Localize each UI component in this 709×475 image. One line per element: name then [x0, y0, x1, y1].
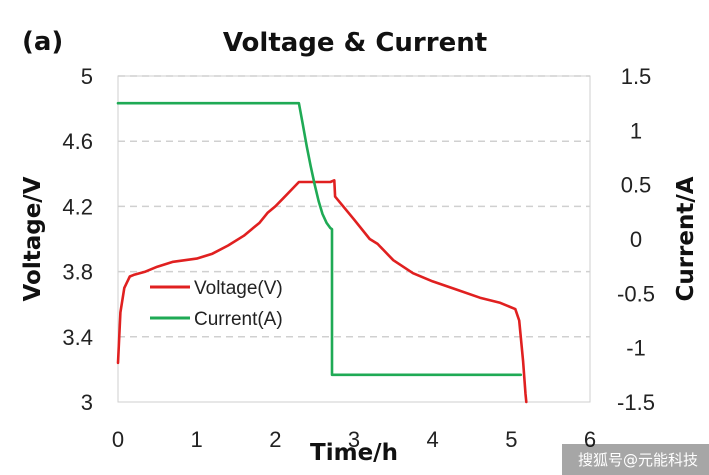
x-tick-label: 0	[112, 427, 124, 452]
x-tick-label: 2	[269, 427, 281, 452]
y-tick-label: 4.2	[62, 194, 93, 219]
y-tick-label: 3	[81, 390, 93, 415]
x-tick-label: 1	[191, 427, 203, 452]
x-tick-label: 5	[505, 427, 517, 452]
watermark-bg	[562, 444, 709, 475]
y2-tick-label: 1.5	[621, 64, 652, 89]
y2-tick-label: -0.5	[617, 281, 655, 306]
watermark-text: 搜狐号@元能科技	[578, 451, 698, 469]
x-axis-ticks: 0 1 2 3 4 5 6	[112, 427, 596, 452]
x-tick-label: 3	[348, 427, 360, 452]
x-axis-label: Time/h	[310, 440, 398, 466]
y-tick-label: 3.4	[62, 325, 93, 350]
series-line-current	[116, 101, 523, 377]
y2-axis-ticks: -1.5 -1 -0.5 0 0.5 1 1.5	[617, 64, 655, 415]
x-tick-label: 6	[584, 427, 596, 452]
y2-axis-label: Current/A	[673, 176, 699, 301]
y2-tick-label: -1	[626, 336, 646, 361]
legend-label-current: Current(A)	[194, 309, 283, 330]
y2-tick-label: 0.5	[621, 173, 652, 198]
plot-area	[117, 75, 591, 403]
legend-label-voltage: Voltage(V)	[194, 278, 283, 299]
y-tick-label: 4.6	[62, 129, 93, 154]
y-axis-label: Voltage/V	[20, 176, 46, 301]
x-tick-label: 4	[427, 427, 439, 452]
series-lines	[116, 101, 528, 404]
y2-tick-label: 0	[630, 227, 642, 252]
y-tick-label: 3.8	[62, 260, 93, 285]
y-axis-ticks: 3 3.4 3.8 4.2 4.6 5	[62, 64, 93, 415]
series-line-voltage	[116, 179, 528, 404]
y2-tick-label: 1	[630, 118, 642, 143]
gridlines	[118, 75, 590, 338]
chart-title: Voltage & Current	[223, 28, 487, 58]
y2-tick-label: -1.5	[617, 390, 655, 415]
y-tick-label: 5	[81, 64, 93, 89]
legend: Voltage(V) Current(A)	[150, 278, 283, 330]
panel-label: (a)	[22, 27, 63, 57]
